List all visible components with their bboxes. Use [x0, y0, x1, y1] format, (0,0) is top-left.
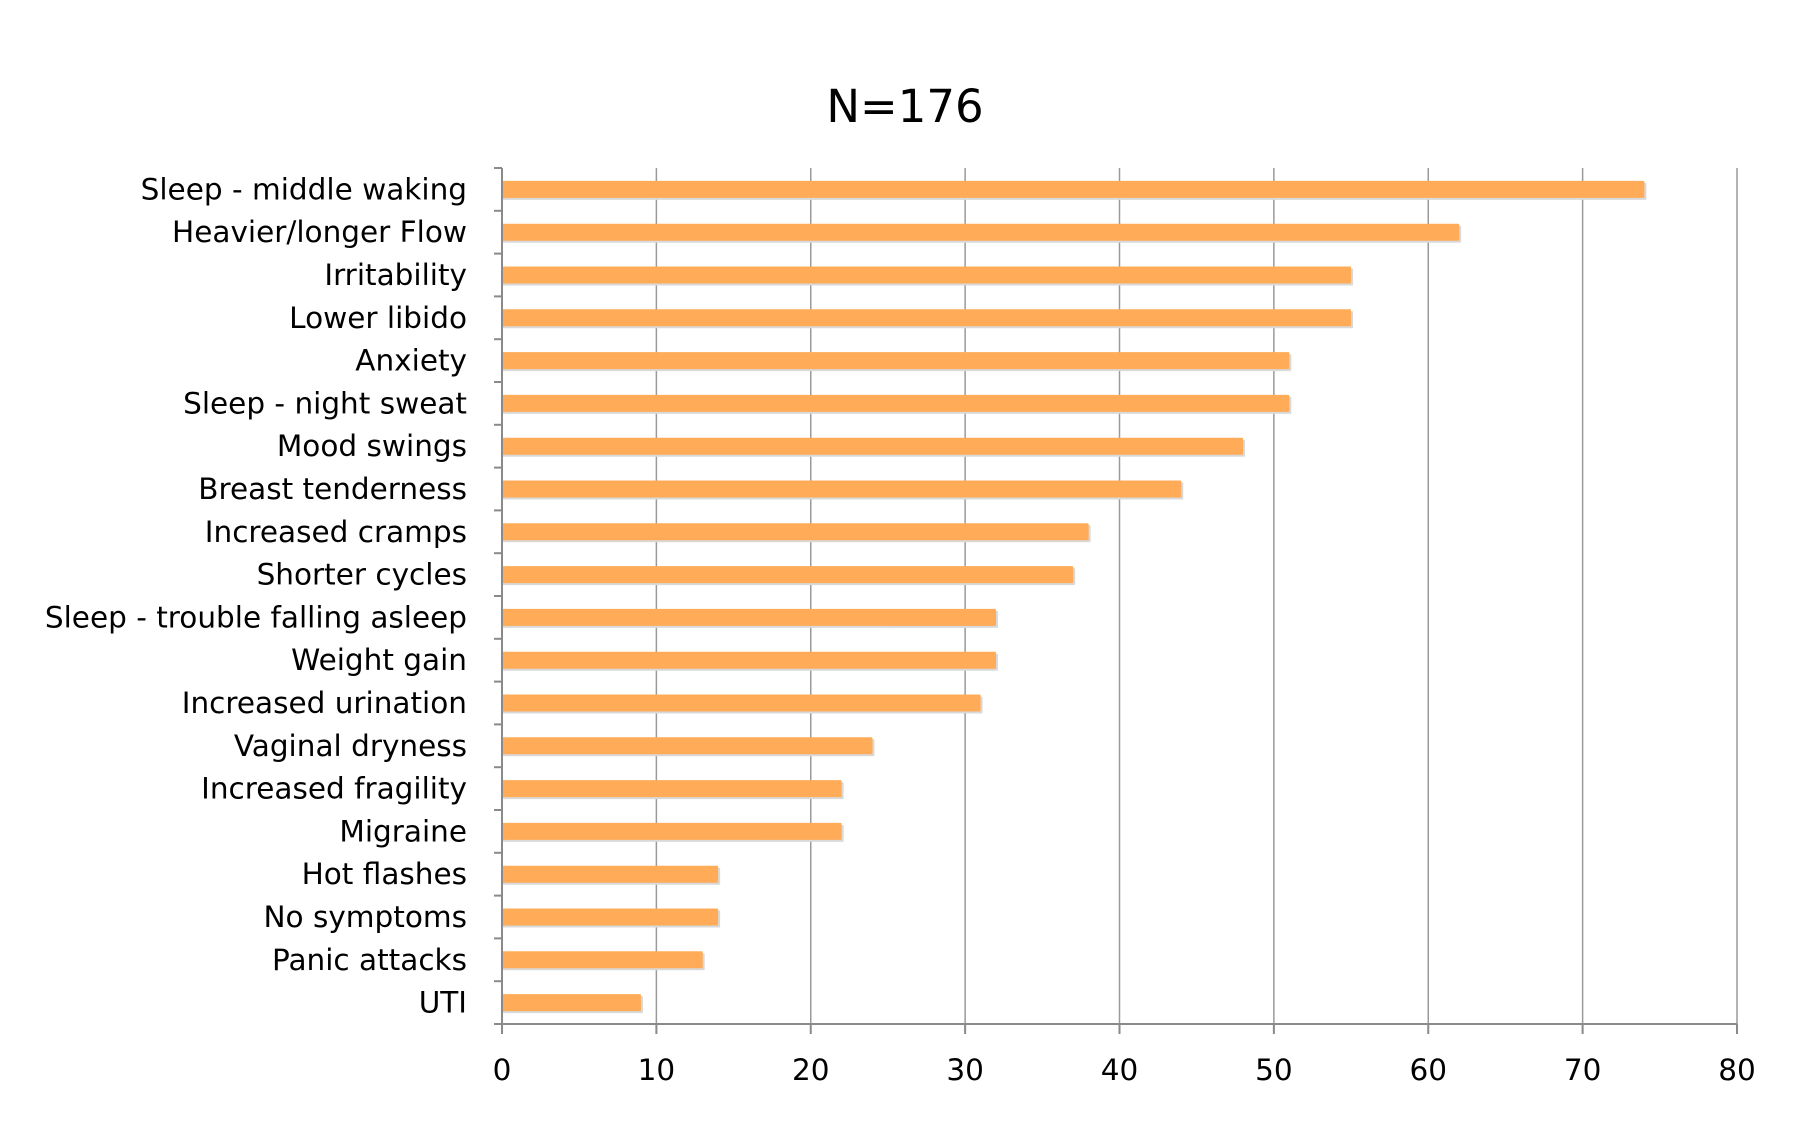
category-label: Breast tenderness	[198, 472, 467, 506]
bar	[502, 566, 1074, 584]
x-tick-label-60: 60	[1409, 1053, 1447, 1087]
bar	[502, 694, 981, 712]
category-label: No symptoms	[263, 900, 467, 934]
bar	[502, 309, 1352, 327]
bar	[502, 651, 996, 669]
x-tick-label-80: 80	[1718, 1053, 1756, 1087]
category-label: Mood swings	[277, 429, 467, 463]
x-tick-label-40: 40	[1101, 1053, 1139, 1087]
category-label: Migraine	[339, 814, 467, 848]
bar	[502, 908, 719, 926]
category-label: UTI	[419, 986, 467, 1020]
bars	[502, 180, 1647, 1014]
bar	[502, 737, 873, 755]
x-tick-label-20: 20	[792, 1053, 830, 1087]
bar	[502, 951, 703, 969]
category-label: Heavier/longer Flow	[172, 215, 467, 249]
category-label: Irritability	[324, 258, 467, 292]
category-label: Sleep - night sweat	[183, 386, 467, 420]
category-label: Sleep - trouble falling asleep	[45, 600, 467, 634]
x-tick-label-30: 30	[946, 1053, 984, 1087]
x-tick-label-50: 50	[1255, 1053, 1293, 1087]
category-labels: Sleep - middle waking Heavier/longer Flow…	[45, 172, 467, 1019]
bar	[502, 780, 842, 798]
category-label: Weight gain	[291, 643, 467, 677]
category-label: Sleep - middle waking	[141, 172, 467, 206]
bar	[502, 994, 641, 1012]
category-label: Anxiety	[355, 344, 467, 378]
bar	[502, 480, 1182, 498]
bar	[502, 822, 842, 840]
category-label: Lower libido	[289, 301, 467, 335]
category-label: Vaginal dryness	[234, 729, 467, 763]
category-label: Increased cramps	[205, 515, 467, 549]
x-tick-labels: 0 10 20 30 40 50 60 70 80	[493, 1053, 1756, 1087]
x-tick-label-0: 0	[493, 1053, 512, 1087]
x-tick-label-70: 70	[1564, 1053, 1602, 1087]
bar	[502, 523, 1089, 541]
category-label: Hot flashes	[302, 857, 467, 891]
chart-title: N=176	[826, 80, 983, 133]
bar	[502, 352, 1290, 370]
bar	[502, 865, 719, 883]
category-label: Panic attacks	[272, 943, 467, 977]
category-label: Increased fragility	[201, 772, 467, 806]
axes	[494, 167, 1738, 1034]
grid-lines	[655, 168, 1738, 1034]
bar	[502, 223, 1460, 241]
bar	[502, 394, 1290, 412]
bar	[502, 266, 1352, 284]
category-label: Increased urination	[182, 686, 467, 720]
bar	[502, 608, 996, 626]
x-tick-label-10: 10	[638, 1053, 676, 1087]
bar	[502, 180, 1645, 198]
bar	[502, 437, 1243, 455]
category-label: Shorter cycles	[257, 558, 467, 592]
